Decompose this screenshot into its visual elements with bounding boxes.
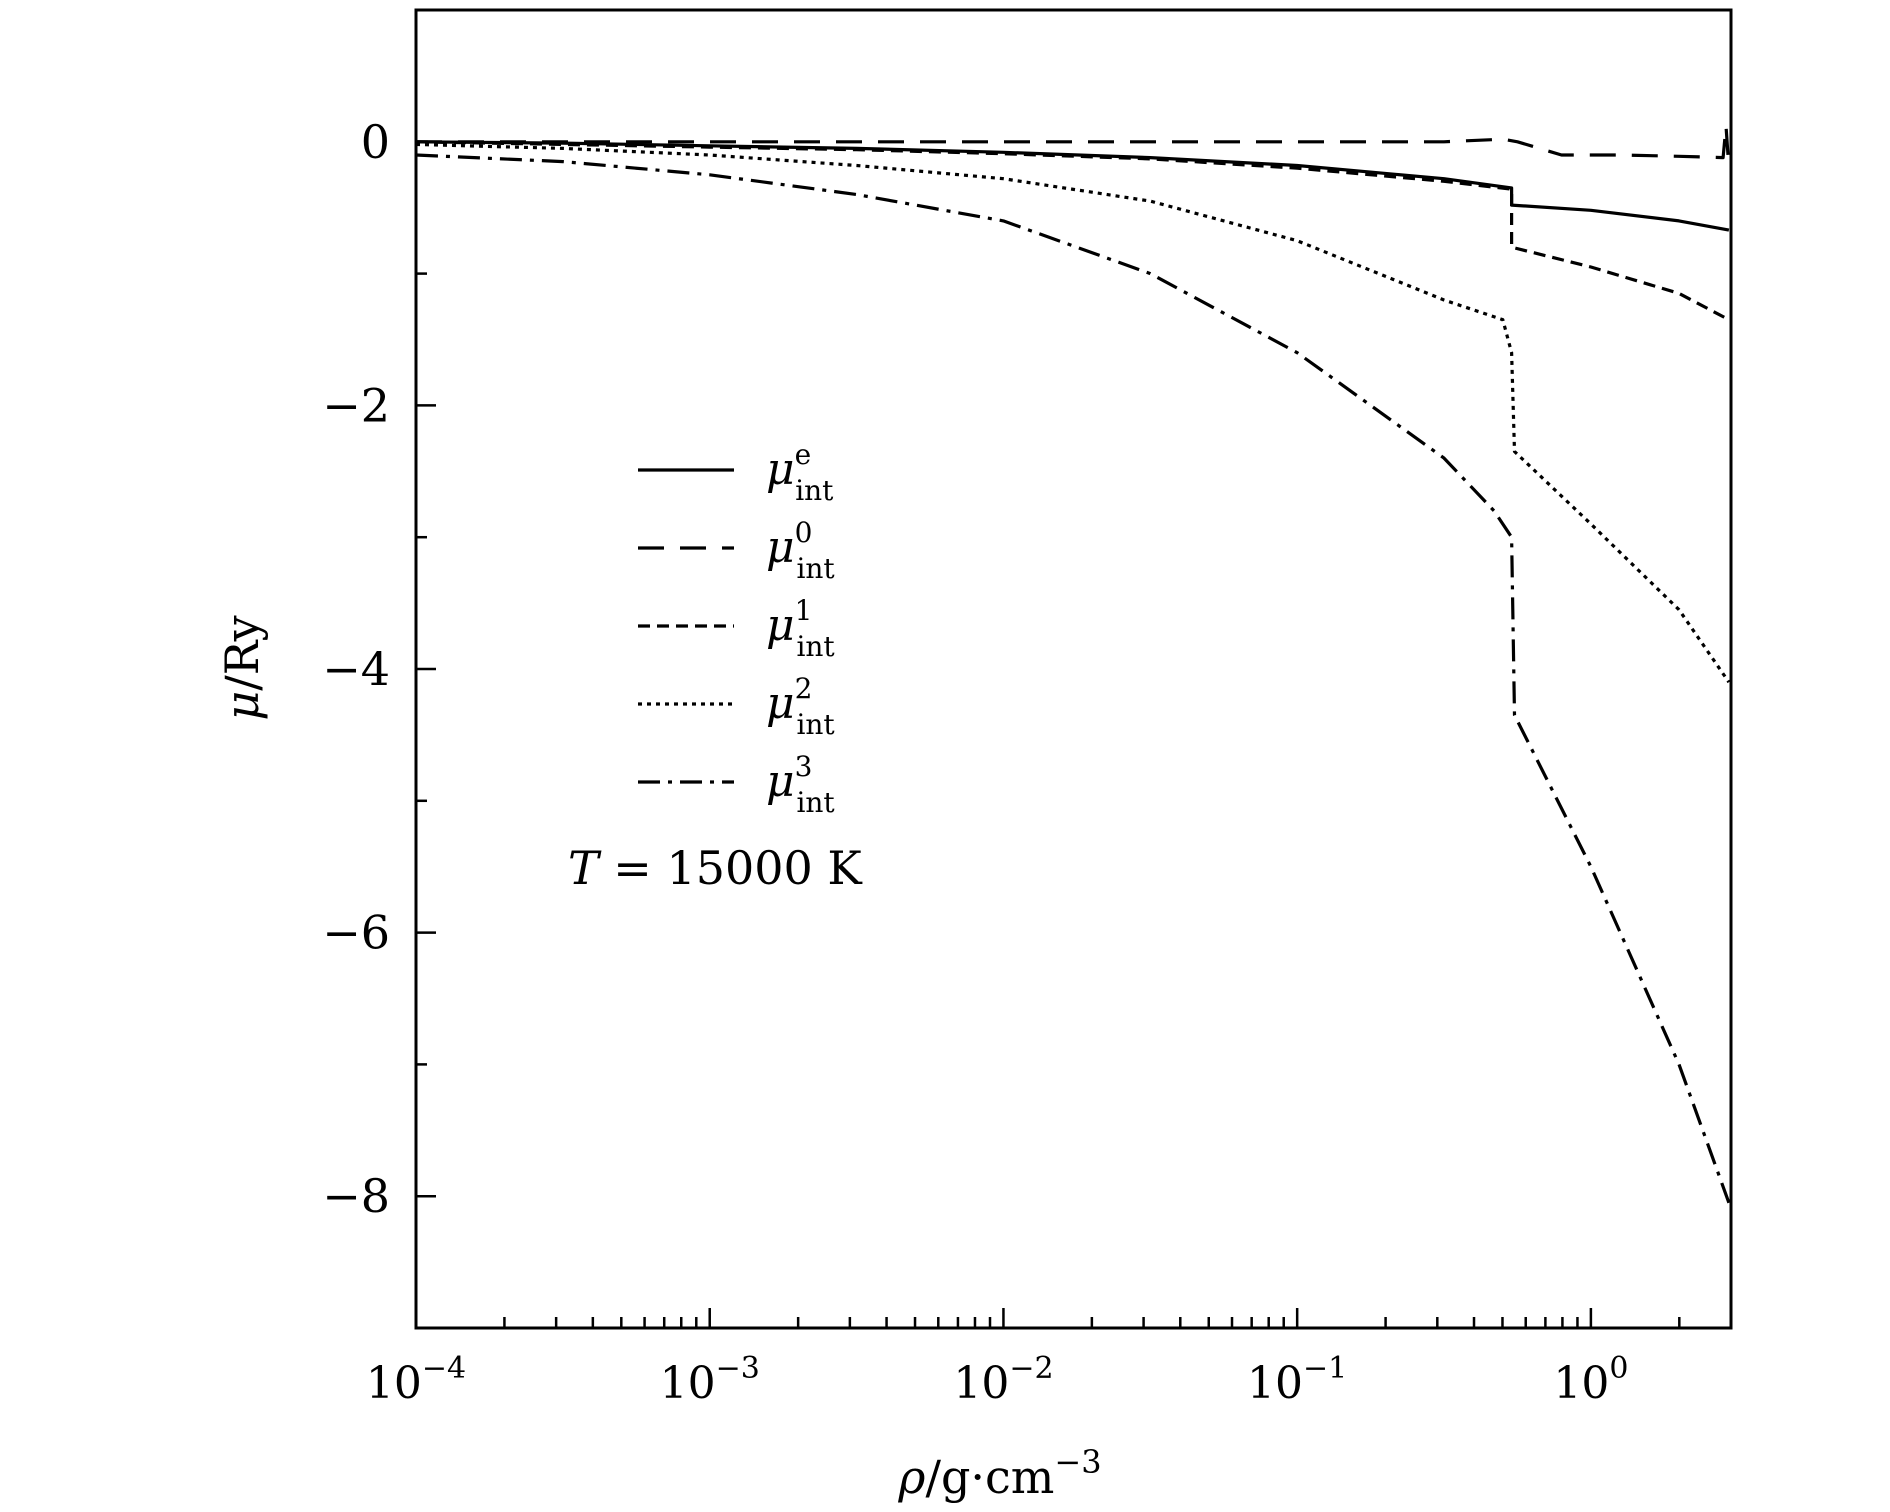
x-tick-base: 10 (953, 1358, 1009, 1409)
legend-label-mu_int_1: μ1 int (766, 594, 835, 663)
x-axis-label: ρ/g·cm−3 (897, 1443, 1101, 1504)
legend-symbol: μ (766, 600, 795, 651)
tick-marks (414, 8, 1681, 1330)
legend-sup: e (795, 438, 812, 471)
x-tick-exp: −2 (1009, 1351, 1053, 1386)
series-line-mu_int_0 (416, 124, 1731, 169)
y-tick-label: −8 (322, 1169, 390, 1223)
x-tick-label: 10−4 (366, 1351, 466, 1409)
legend-sup: 1 (795, 594, 813, 627)
x-tick-exp: 0 (1609, 1351, 1628, 1386)
legend-label-mu_int_2: μ2 int (766, 672, 835, 741)
y-tick-labels: 0 −2 −4 −6 −8 (322, 115, 390, 1223)
x-tick-exp: −3 (716, 1351, 760, 1386)
x-tick-label: 10−3 (660, 1351, 760, 1409)
x-axis-label-exp: −3 (1054, 1443, 1101, 1481)
y-axis-label-mu: μ (215, 691, 269, 721)
legend-sub: int (796, 786, 835, 819)
legend-sup: 0 (795, 516, 813, 549)
legend-sub: int (796, 552, 835, 585)
legend-sub: int (796, 708, 835, 741)
annotation-T: T (568, 841, 602, 895)
temperature-annotation: T = 15000 K (568, 841, 863, 895)
plot-frame (414, 8, 1733, 1330)
legend-sub: int (795, 474, 834, 507)
y-axis-label: μ/Ry (215, 615, 269, 720)
x-axis-label-unit: /g·cm (925, 1450, 1054, 1504)
series-line-mu_int_3 (415, 153, 1731, 1204)
x-tick-labels: 10−4 10−3 10−2 10−1 100 (366, 1351, 1629, 1409)
legend-symbol: μ (766, 444, 795, 495)
legend-sup: 2 (795, 672, 813, 705)
series-line-mu_int_2 (415, 142, 1731, 684)
legend-symbol: μ (766, 678, 795, 729)
legend-sup: 3 (795, 750, 813, 783)
series-lines (415, 124, 1731, 1204)
x-tick-exp: −1 (1303, 1351, 1347, 1386)
y-axis-label-unit: /Ry (215, 615, 269, 690)
x-tick-base: 10 (1247, 1358, 1303, 1409)
legend-symbol: μ (766, 522, 795, 573)
legend-sub: int (796, 630, 835, 663)
x-tick-exp: −4 (422, 1351, 466, 1386)
x-axis-label-rho: ρ (897, 1450, 925, 1504)
y-tick-label: 0 (361, 115, 390, 169)
y-tick-label: −4 (322, 642, 390, 696)
legend-label-mu_int_0: μ0 int (766, 516, 835, 585)
x-tick-base: 10 (660, 1358, 716, 1409)
x-tick-label: 10−2 (953, 1351, 1053, 1409)
legend-symbol: μ (766, 756, 795, 807)
y-tick-label: −2 (322, 378, 390, 432)
y-tick-label: −6 (322, 906, 390, 960)
x-tick-label: 100 (1553, 1351, 1628, 1409)
legend-label-mu_int_e: μe int (766, 438, 834, 507)
x-tick-base: 10 (366, 1358, 422, 1409)
annotation-text: = 15000 K (599, 841, 864, 895)
series-line-mu_int_1 (415, 140, 1730, 322)
x-tick-label: 10−1 (1247, 1351, 1347, 1409)
legend-label-mu_int_3: μ3 int (766, 750, 835, 819)
x-tick-base: 10 (1553, 1358, 1609, 1409)
